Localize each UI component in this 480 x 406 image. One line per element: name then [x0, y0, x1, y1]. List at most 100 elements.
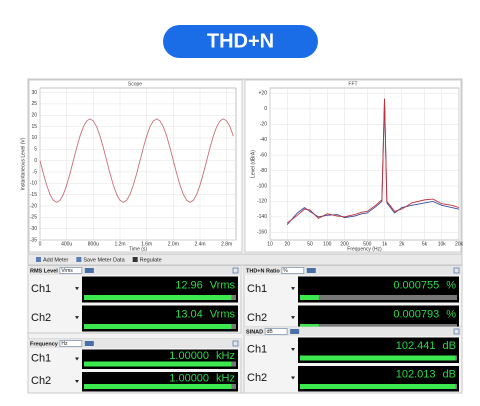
- y-tick-label: -80: [260, 168, 267, 174]
- meter-unit: %: [446, 279, 456, 291]
- meter-settings-icon[interactable]: [84, 341, 94, 346]
- y-tick-label: -5: [33, 169, 38, 175]
- x-tick-label: 200: [340, 241, 349, 247]
- meter-settings-icon[interactable]: [306, 268, 316, 273]
- x-tick-label: 10k: [438, 241, 447, 247]
- channel-label: Ch2: [31, 375, 51, 387]
- toolbar-button[interactable]: Add Meter: [43, 257, 69, 263]
- channel-label: Ch2: [247, 372, 267, 384]
- meter-header: [244, 327, 462, 336]
- y-tick-label: -160: [257, 230, 267, 236]
- unit-dropdown-text: Hz: [61, 341, 68, 347]
- meter-expand-icon[interactable]: [453, 328, 460, 335]
- channel-label: Ch1: [247, 344, 267, 356]
- x-tick-label: 500: [363, 241, 372, 247]
- channel-label: Ch1: [247, 283, 267, 295]
- chart-title: FFT: [348, 81, 357, 87]
- meter-value: 0.000793: [393, 308, 439, 320]
- meter-value: 0.000755: [393, 279, 439, 291]
- meter-header: [28, 266, 241, 275]
- meter-bar: [84, 384, 232, 389]
- toolbar-icon: [76, 257, 82, 262]
- meter-unit: Vrms: [210, 279, 236, 291]
- x-tick-label: 100: [323, 241, 332, 247]
- channel-menu-arrow[interactable]: [75, 379, 79, 383]
- series-line: [286, 98, 460, 224]
- x-tick-label: 20: [284, 241, 290, 247]
- meter-value: 1.00000: [169, 350, 209, 362]
- x-tick-label: 50: [307, 241, 313, 247]
- y-tick-label: 30: [31, 90, 37, 96]
- y-tick-label: -20: [30, 203, 37, 209]
- title-pill: [163, 25, 318, 58]
- toolbar-button[interactable]: Regulate: [140, 257, 162, 263]
- x-tick-label: 800u: [88, 241, 99, 247]
- channel-menu-arrow[interactable]: [75, 316, 79, 320]
- page-title: THD+N: [207, 30, 274, 52]
- meter-value: 102.013: [396, 369, 436, 381]
- x-tick-label: 1.6m: [141, 241, 152, 247]
- unit-dropdown-text: Vrms: [61, 268, 73, 274]
- meter-title: SINAD: [246, 329, 263, 335]
- toolbar-button[interactable]: Save Meter Data: [83, 257, 125, 263]
- unit-dropdown[interactable]: [281, 267, 305, 274]
- y-tick-label: -25: [30, 215, 37, 221]
- unit-dropdown-text: dB: [267, 329, 274, 335]
- meter-bar: [300, 384, 456, 389]
- x-tick-label: 20k: [455, 241, 464, 247]
- meter-value: 102.441: [396, 340, 436, 352]
- channel-label: Ch1: [31, 353, 51, 365]
- plot-area: [269, 87, 460, 241]
- toolbar: [27, 253, 463, 266]
- chart-title: Scope: [128, 81, 142, 87]
- x-tick-label: 0: [39, 241, 42, 247]
- y-tick-label: +20: [259, 91, 268, 97]
- y-axis-label: Instantaneous Level (V): [20, 137, 26, 190]
- y-tick-label: 5: [34, 147, 37, 153]
- meter-unit: %: [446, 308, 456, 320]
- channel-menu-arrow[interactable]: [291, 376, 295, 380]
- x-tick-label: 10: [267, 241, 273, 247]
- meter-settings-icon[interactable]: [290, 329, 300, 334]
- unit-dropdown[interactable]: [59, 267, 83, 274]
- y-tick-label: -30: [30, 226, 37, 232]
- channel-label: Ch2: [31, 312, 51, 324]
- meter-unit: dB: [443, 340, 456, 352]
- y-tick-label: 25: [31, 101, 37, 107]
- meter-unit: kHz: [216, 373, 235, 385]
- y-tick-label: -120: [257, 199, 267, 205]
- meter-settings-icon[interactable]: [84, 268, 94, 273]
- unit-dropdown[interactable]: [59, 340, 83, 347]
- series-line: [39, 118, 234, 203]
- channel-menu-arrow[interactable]: [75, 357, 79, 361]
- meter-bar: [84, 361, 232, 367]
- x-tick-label: 1.2m: [114, 241, 125, 247]
- channel-menu-arrow[interactable]: [291, 316, 295, 320]
- y-tick-label: -10: [30, 181, 37, 187]
- meter-header: [244, 266, 462, 275]
- x-axis-label: Time (s): [129, 246, 147, 252]
- meter-expand-icon[interactable]: [232, 340, 239, 347]
- y-tick-label: 10: [31, 135, 37, 141]
- meter-unit: kHz: [216, 350, 235, 362]
- y-tick-label: -40: [260, 137, 267, 143]
- y-tick-label: -140: [257, 214, 267, 220]
- meter-expand-icon[interactable]: [232, 267, 239, 274]
- y-tick-label: -15: [30, 192, 37, 198]
- y-tick-label: -100: [257, 183, 267, 189]
- y-tick-label: 20: [31, 113, 37, 119]
- channel-menu-arrow[interactable]: [291, 287, 295, 291]
- meter-expand-icon[interactable]: [453, 267, 460, 274]
- unit-dropdown[interactable]: [264, 328, 288, 335]
- channel-label: Ch2: [247, 312, 267, 324]
- channel-menu-arrow[interactable]: [291, 347, 295, 351]
- meter-bar: [300, 355, 456, 361]
- x-tick-label: 5k: [422, 241, 428, 247]
- channel-menu-arrow[interactable]: [75, 287, 79, 291]
- meter-title: RMS Level: [30, 268, 58, 274]
- x-tick-label: 2.0m: [168, 241, 179, 247]
- y-tick-label: 0: [264, 106, 267, 112]
- x-tick-label: 2.8m: [221, 241, 232, 247]
- x-axis-label: Frequency (Hz): [347, 246, 382, 252]
- channel-label: Ch1: [31, 283, 51, 295]
